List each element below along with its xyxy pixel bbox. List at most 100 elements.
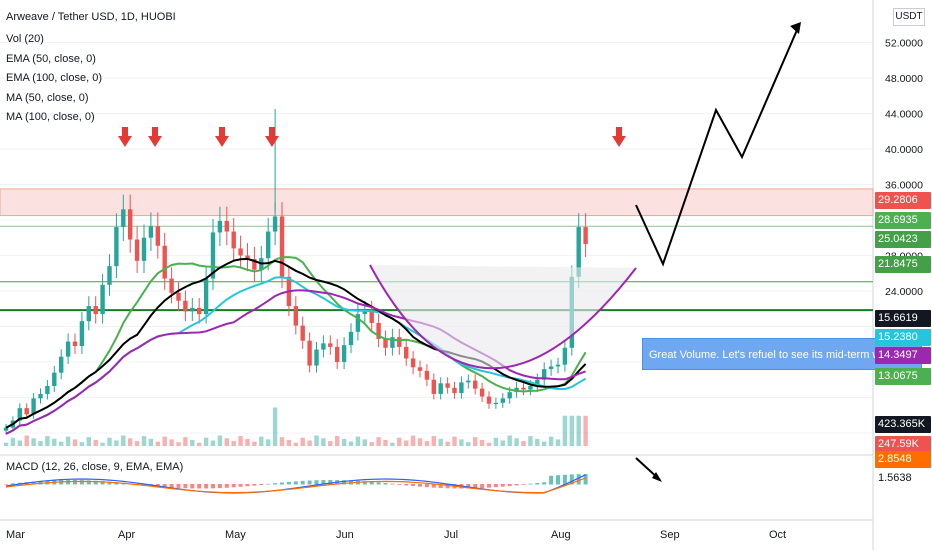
candle-body xyxy=(210,232,216,279)
volume-bar xyxy=(383,439,388,446)
candle-body xyxy=(479,388,485,397)
candle-body xyxy=(203,278,209,315)
candle-body xyxy=(438,383,443,394)
macd-histogram-bar xyxy=(362,481,367,485)
x-tick-label: Mar xyxy=(6,529,25,541)
candle-body xyxy=(190,307,195,312)
macd-histogram-bar xyxy=(328,480,333,485)
x-tick-label: Jul xyxy=(444,529,458,541)
macd-histogram-bar xyxy=(487,484,491,488)
macd-histogram-bar xyxy=(286,481,291,485)
candle-body xyxy=(404,346,409,359)
macd-histogram-bar xyxy=(507,484,512,487)
volume-bar xyxy=(348,441,354,446)
macd-histogram-bar xyxy=(397,484,402,485)
macd-histogram-bar xyxy=(79,480,84,485)
candle-body xyxy=(114,227,119,267)
candle-body xyxy=(107,266,112,285)
candle-body xyxy=(245,255,250,260)
volume-bar xyxy=(100,442,105,446)
price-tag: 21.8475 xyxy=(875,256,931,273)
volume-bar xyxy=(266,439,271,446)
candle-body xyxy=(279,216,285,277)
red-arrow-icon xyxy=(612,136,626,147)
indicator-ma100[interactable]: MA (100, close, 0) xyxy=(6,111,95,123)
price-tag: 15.6619 xyxy=(875,310,931,327)
volume-bar xyxy=(190,439,195,446)
volume-bar xyxy=(362,439,367,446)
candle-body xyxy=(238,248,243,256)
candle-body xyxy=(86,306,91,322)
macd-histogram-bar xyxy=(376,482,381,485)
candle-body xyxy=(328,343,333,347)
indicator-vol[interactable]: Vol (20) xyxy=(6,33,44,45)
macd-histogram-bar xyxy=(204,484,209,489)
macd-histogram-bar xyxy=(300,480,305,485)
volume-bar xyxy=(65,436,71,446)
volume-bar xyxy=(410,435,416,446)
candle-body xyxy=(155,226,160,246)
y-tick-label: 40.0000 xyxy=(885,144,923,156)
x-tick-label: Jun xyxy=(336,529,354,541)
volume-bar xyxy=(555,439,561,446)
resistance-zone xyxy=(0,188,874,217)
volume-bar xyxy=(10,437,16,446)
macd-histogram-bar xyxy=(466,484,471,489)
macd-histogram-bar xyxy=(142,484,146,486)
candle-body xyxy=(410,358,416,368)
volume-bar xyxy=(473,437,478,446)
candle-body xyxy=(79,321,85,347)
volume-bar xyxy=(493,437,499,446)
volume-bar xyxy=(535,438,540,446)
macd-histogram-bar xyxy=(4,484,8,485)
volume-bar xyxy=(169,439,174,446)
volume-bar xyxy=(217,435,223,446)
candle-body xyxy=(417,367,423,371)
volume-bar xyxy=(238,436,243,446)
volume-bar xyxy=(569,415,574,446)
macd-histogram-bar xyxy=(418,484,422,487)
volume-bar xyxy=(121,435,126,446)
candle-body xyxy=(390,337,395,348)
indicator-ma50[interactable]: MA (50, close, 0) xyxy=(6,92,89,104)
macd-histogram-bar xyxy=(66,480,71,485)
macd-histogram-bar xyxy=(10,483,15,485)
macd-histogram-bar xyxy=(390,483,395,485)
macd-histogram-bar xyxy=(431,484,436,488)
currency-button[interactable]: USDT xyxy=(893,8,925,26)
indicator-ema50[interactable]: EMA (50, close, 0) xyxy=(6,53,96,65)
macd-histogram-bar xyxy=(190,484,195,489)
candle-body xyxy=(231,231,236,249)
price-tag: 13.0675 xyxy=(875,368,931,385)
volume-bar xyxy=(293,442,298,446)
price-tag: 14.3497 xyxy=(875,347,931,364)
candle-body xyxy=(293,306,298,326)
candle-body xyxy=(376,322,381,339)
volume-bar xyxy=(548,436,554,446)
candle-body xyxy=(321,343,326,350)
macd-histogram-bar xyxy=(528,483,533,485)
annotation-callout[interactable]: Great Volume. Let's refuel to see its mi… xyxy=(642,338,922,370)
macd-histogram-bar xyxy=(273,483,278,485)
cup-pattern xyxy=(369,264,637,370)
macd-histogram-bar xyxy=(500,484,505,487)
macd-histogram-bar xyxy=(369,481,374,485)
candle-body xyxy=(24,408,29,415)
red-arrow-icon xyxy=(215,136,229,147)
candle-body xyxy=(535,379,540,386)
candle-body xyxy=(424,370,430,380)
indicator-ema100[interactable]: EMA (100, close, 0) xyxy=(6,72,102,84)
macd-histogram-bar xyxy=(576,474,581,485)
macd-histogram-bar xyxy=(383,482,388,485)
macd-arrowhead xyxy=(652,472,662,482)
macd-label[interactable]: MACD (12, 26, close, 9, EMA, EMA) xyxy=(6,461,184,473)
volume-bar xyxy=(79,442,85,446)
symbol-title: Arweave / Tether USD, 1D, HUOBI xyxy=(6,11,176,23)
macd-histogram-bar xyxy=(562,474,567,485)
red-arrow-icon xyxy=(122,127,128,136)
candle-body xyxy=(369,310,374,323)
volume-bar xyxy=(431,436,436,446)
macd-histogram-bar xyxy=(86,480,91,485)
